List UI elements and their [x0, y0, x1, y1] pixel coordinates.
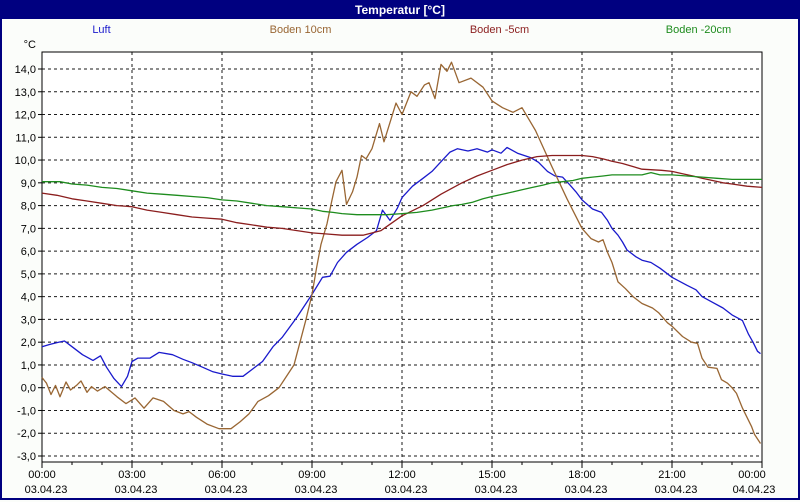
svg-text:03.04.23: 03.04.23: [295, 484, 338, 496]
svg-text:-2,0: -2,0: [17, 428, 36, 440]
svg-text:03:00: 03:00: [118, 469, 146, 481]
svg-text:04.04.23: 04.04.23: [733, 484, 776, 496]
svg-text:3,0: 3,0: [21, 314, 36, 326]
svg-text:03.04.23: 03.04.23: [655, 484, 698, 496]
svg-text:10,0: 10,0: [15, 155, 36, 167]
svg-text:11,0: 11,0: [15, 132, 36, 144]
legend-item-boden-minus20cm: Boden -20cm: [665, 24, 732, 36]
svg-text:12:00: 12:00: [388, 469, 416, 481]
gridlines: [42, 52, 762, 462]
svg-text:14,0: 14,0: [15, 64, 36, 76]
legend-item-boden-10cm: Boden 10cm: [269, 24, 332, 36]
svg-text:03.04.23: 03.04.23: [385, 484, 428, 496]
series-line-luft: [41, 146, 761, 388]
svg-text:12,0: 12,0: [15, 110, 36, 122]
svg-text:-3,0: -3,0: [17, 451, 36, 463]
svg-text:7,0: 7,0: [21, 223, 36, 235]
legend-item-luft: Luft: [92, 24, 111, 36]
legend-bar: Luft Boden 10cm Boden -5cm Boden -20cm: [2, 22, 798, 38]
svg-text:6,0: 6,0: [21, 246, 36, 258]
series-line-boden-10cm: [41, 61, 762, 444]
svg-text:03.04.23: 03.04.23: [115, 484, 158, 496]
svg-text:03.04.23: 03.04.23: [25, 484, 68, 496]
svg-text:13,0: 13,0: [15, 87, 36, 99]
svg-text:18:00: 18:00: [568, 469, 596, 481]
svg-text:06:00: 06:00: [208, 469, 236, 481]
svg-text:03.04.23: 03.04.23: [475, 484, 518, 496]
svg-text:00:00: 00:00: [738, 469, 766, 481]
svg-text:2,0: 2,0: [21, 337, 36, 349]
series-line-boden-5cm: [41, 154, 763, 236]
svg-text:21:00: 21:00: [658, 469, 686, 481]
series-line-boden-20cm: [42, 171, 762, 216]
x-axis-labels: 00:00 03.04.23 03:00 03.04.23 06:00 03.04.23 0…: [25, 462, 776, 496]
svg-text:03.04.23: 03.04.23: [565, 484, 608, 496]
svg-text:00:00: 00:00: [28, 469, 56, 481]
svg-text:0,0: 0,0: [21, 383, 36, 395]
svg-text:03.04.23: 03.04.23: [205, 484, 248, 496]
title-bar: Temperatur [°C]: [2, 2, 798, 19]
svg-text:9,0: 9,0: [21, 178, 36, 190]
svg-text:1,0: 1,0: [21, 360, 36, 372]
svg-text:8,0: 8,0: [21, 201, 36, 213]
svg-text:°C: °C: [24, 39, 36, 51]
legend-item-boden-minus5cm: Boden -5cm: [469, 24, 530, 36]
svg-text:09:00: 09:00: [298, 469, 326, 481]
y-axis-labels: °C 14,0 13,0 12,0 11,0 10,0 9,0 8,0 7,0 6,0 5,0 4,0…: [15, 39, 42, 463]
svg-text:15:00: 15:00: [478, 469, 506, 481]
window-title: Temperatur [°C]: [355, 3, 445, 17]
svg-text:4,0: 4,0: [21, 292, 36, 304]
svg-text:5,0: 5,0: [21, 269, 36, 281]
svg-text:-1,0: -1,0: [17, 405, 36, 417]
